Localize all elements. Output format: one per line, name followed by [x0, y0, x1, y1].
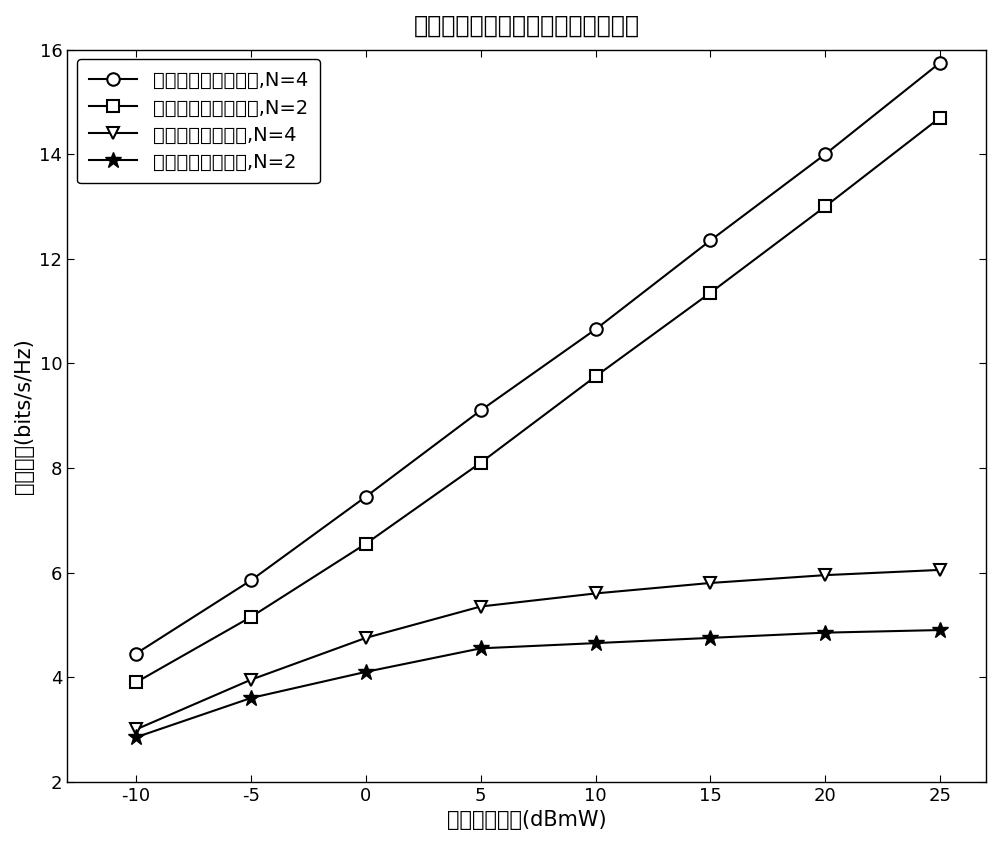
- Legend: 多模协作预编码方法,N=4, 多模协作预编码方法,N=2, 多模切换选择方法,N=4, 多模切换选择方法,N=2: 多模协作预编码方法,N=4, 多模协作预编码方法,N=2, 多模切换选择方法,N…: [77, 59, 320, 183]
- Y-axis label: 安全容量(bits/s/Hz): 安全容量(bits/s/Hz): [14, 338, 34, 494]
- X-axis label: 输入信号功率(dBmW): 输入信号功率(dBmW): [447, 810, 606, 830]
- Title: 主信道和窃听信道瞬时状态信息已知: 主信道和窃听信道瞬时状态信息已知: [414, 14, 640, 38]
